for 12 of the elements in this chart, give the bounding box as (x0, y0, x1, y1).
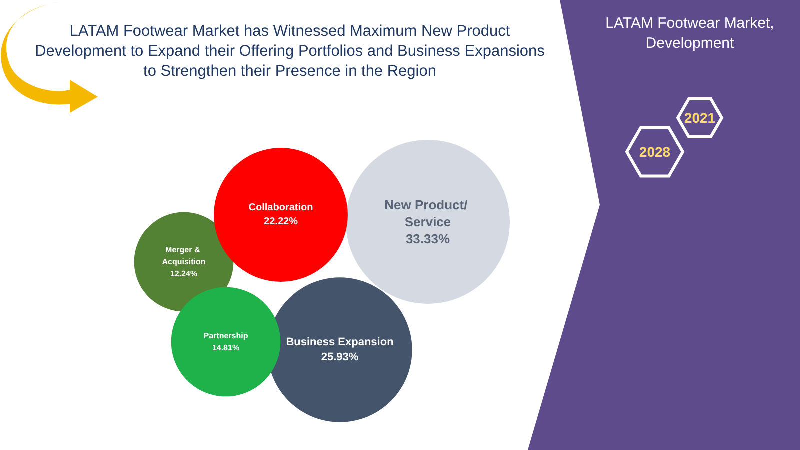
category-label: Partnership (204, 332, 248, 340)
category-label: Business Expansion (286, 336, 394, 348)
data-label: 14.81% (212, 344, 240, 352)
category-label: Collaboration (248, 202, 314, 214)
data-label: 12.24% (170, 270, 198, 278)
data-label: 22.22% (264, 216, 298, 228)
category-label: New Product/ Service (384, 198, 472, 230)
text: LATAM Footwear Market, Development (604, 14, 776, 54)
data-label: 25.93% (321, 352, 359, 364)
data-label: 33.33% (406, 232, 450, 246)
category-label: Merger & Acquisition (162, 246, 206, 266)
text: LATAM Footwear Market has Witnessed Maximum New Product Development to Expand their Offering Portfolios and Business Expansions to Strengthen their Presence in the Region (34, 22, 546, 82)
